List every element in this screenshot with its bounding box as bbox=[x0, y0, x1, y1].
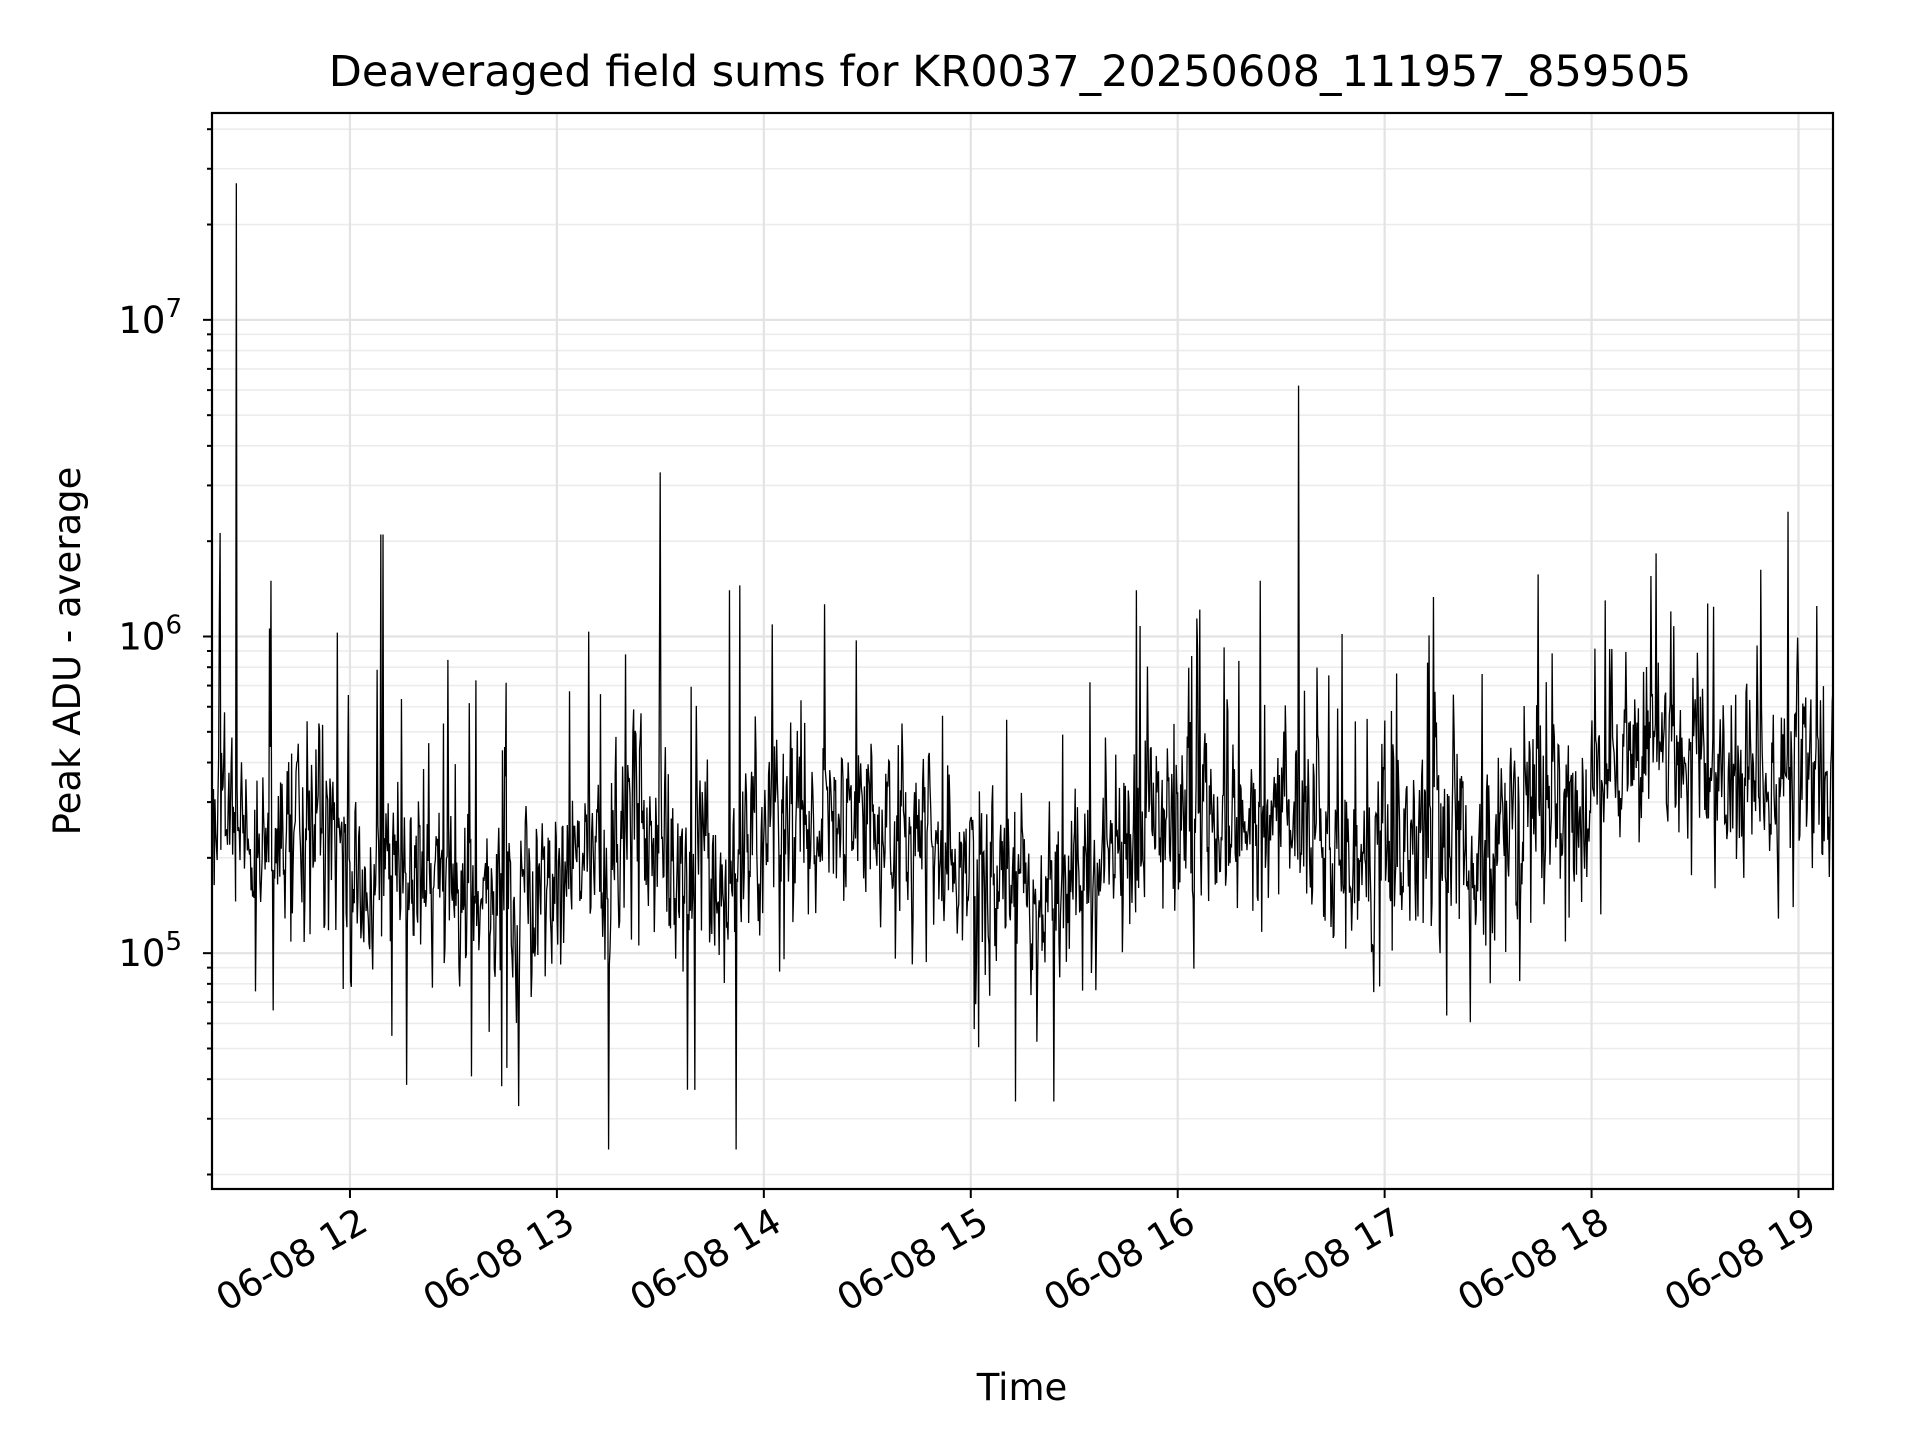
series-layer bbox=[211, 183, 1834, 1150]
y-tick-label: 106 bbox=[118, 611, 182, 659]
y-tick-label: 107 bbox=[118, 294, 182, 342]
y-tick-label: 105 bbox=[118, 927, 182, 975]
y-axis-label: Peak ADU - average bbox=[46, 467, 89, 836]
x-axis-label: Time bbox=[976, 1366, 1068, 1409]
chart-title: Deaveraged field sums for KR0037_2025060… bbox=[329, 47, 1692, 97]
grid-layer bbox=[212, 113, 1833, 1189]
series-line bbox=[211, 183, 1834, 1150]
